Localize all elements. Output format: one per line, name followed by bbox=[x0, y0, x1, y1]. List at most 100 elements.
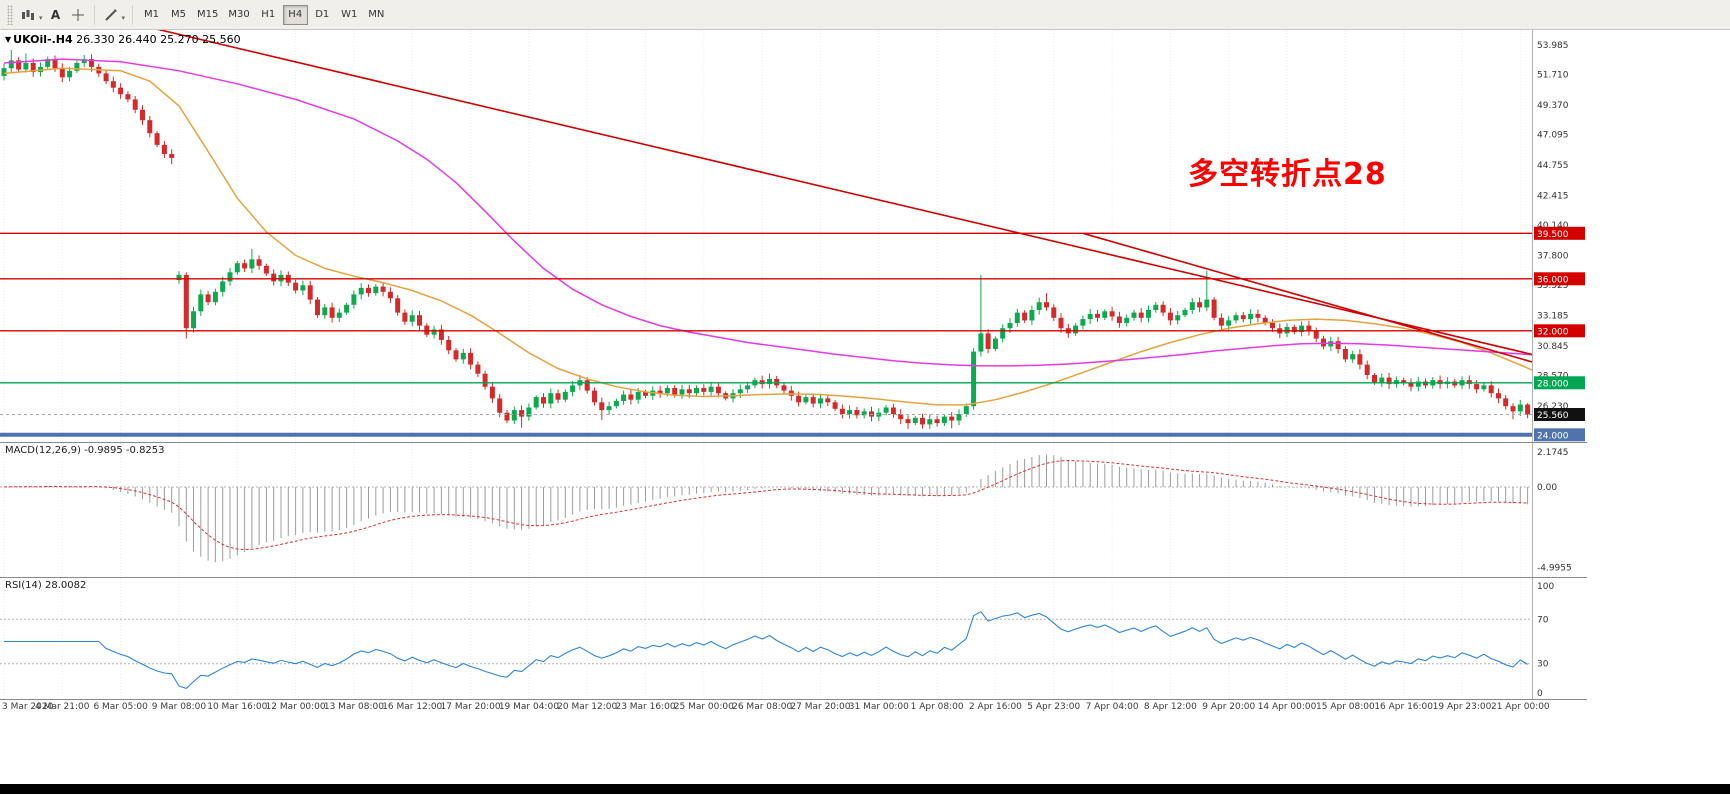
time-label: 10 Mar 16:00 bbox=[207, 702, 268, 712]
time-label: 17 Mar 20:00 bbox=[440, 702, 501, 712]
svg-text:37.800: 37.800 bbox=[1537, 251, 1569, 261]
svg-text:53.985: 53.985 bbox=[1537, 41, 1569, 51]
ma-fast-line bbox=[3, 67, 1532, 406]
svg-text:28.000: 28.000 bbox=[1537, 379, 1569, 389]
rsi-line bbox=[4, 610, 1528, 690]
time-label: 21 Apr 00:00 bbox=[1490, 702, 1550, 712]
chart-elements-button[interactable] bbox=[17, 4, 39, 26]
rsi-canvas: 100 70 30 0 bbox=[0, 578, 1554, 699]
rsi-label: RSI(14) 28.0082 bbox=[5, 580, 86, 591]
time-label: 26 Mar 08:00 bbox=[732, 702, 793, 712]
time-label: 16 Apr 16:00 bbox=[1374, 702, 1434, 712]
svg-text:39.500: 39.500 bbox=[1537, 230, 1569, 240]
macd-label: MACD(12,26,9) -0.9895 -0.8253 bbox=[5, 445, 165, 456]
crosshair-icon bbox=[71, 8, 84, 21]
timeframe-h4-button[interactable]: H4 bbox=[282, 4, 308, 25]
trendlines bbox=[157, 30, 1532, 363]
time-label: 2 Apr 16:00 bbox=[968, 702, 1022, 712]
time-axis[interactable]: 3 Mar 2020 4 Mar 21:00 6 Mar 05:00 9 Mar 08… bbox=[0, 700, 1587, 716]
price-tag: 28.000 bbox=[1534, 376, 1585, 390]
macd-pane[interactable]: 2.1745 0.00 -4.9955 MACD(12,26,9) -0.9895 … bbox=[0, 443, 1587, 578]
price-tag: 36.000 bbox=[1534, 272, 1585, 286]
time-label: 3 Mar 2020 bbox=[2, 702, 54, 712]
rsi-name: RSI(14) bbox=[5, 580, 42, 591]
time-label: 19 Apr 23:00 bbox=[1432, 702, 1492, 712]
time-label: 25 Mar 00:00 bbox=[673, 702, 734, 712]
svg-text:49.370: 49.370 bbox=[1537, 101, 1569, 111]
timeframe-w1-button[interactable]: W1 bbox=[341, 9, 358, 20]
price-chart-canvas: 53.985 51.710 49.370 47.095 44.755 42.415 40.1… bbox=[0, 30, 1585, 442]
rsi-value: 28.0082 bbox=[44, 580, 87, 591]
time-label: 5 Apr 23:00 bbox=[1027, 702, 1081, 712]
svg-text:25.560: 25.560 bbox=[1537, 411, 1569, 421]
time-label: 31 Mar 00:00 bbox=[848, 702, 909, 712]
timeframe-h1-button[interactable]: H1 bbox=[261, 9, 276, 20]
text-label-button[interactable]: A bbox=[50, 7, 61, 22]
time-label: 12 Mar 00:00 bbox=[265, 702, 326, 712]
svg-text:40.140: 40.140 bbox=[1537, 221, 1569, 231]
svg-text:47.095: 47.095 bbox=[1537, 131, 1569, 141]
chevron-down-icon: ▾ bbox=[39, 13, 43, 22]
horizontal-levels bbox=[0, 232, 1532, 437]
chart-symbol-title: ▼ UKOil-.H4 26.330 26.440 25.270 25.560 bbox=[5, 33, 241, 46]
svg-text:0: 0 bbox=[1537, 689, 1543, 699]
symbol-label: UKOil-.H4 bbox=[13, 33, 73, 46]
time-label: 1 Apr 08:00 bbox=[910, 702, 964, 712]
time-label: 14 Apr 00:00 bbox=[1257, 702, 1317, 712]
svg-text:51.710: 51.710 bbox=[1537, 71, 1569, 81]
draw-tools-button[interactable] bbox=[100, 4, 122, 26]
toolbar-grip[interactable] bbox=[7, 4, 13, 25]
timeframe-mn-button[interactable]: MN bbox=[368, 9, 385, 20]
svg-text:32.000: 32.000 bbox=[1537, 327, 1569, 337]
candlestick-chart-icon bbox=[22, 9, 34, 20]
svg-text:0.00: 0.00 bbox=[1537, 483, 1557, 493]
time-label: 20 Mar 12:00 bbox=[557, 702, 618, 712]
chart-menu-icon[interactable]: ▼ bbox=[5, 35, 12, 44]
crosshair-button[interactable] bbox=[67, 4, 89, 26]
time-label: 9 Mar 08:00 bbox=[151, 702, 207, 712]
svg-text:100: 100 bbox=[1537, 582, 1554, 592]
svg-text:44.755: 44.755 bbox=[1537, 161, 1569, 171]
rsi-scale: 100 70 30 0 bbox=[1537, 582, 1554, 699]
toolbar-separator bbox=[132, 4, 134, 25]
timeframe-m15-button[interactable]: M15 bbox=[197, 9, 219, 20]
svg-text:30: 30 bbox=[1537, 660, 1549, 670]
macd-signal-line bbox=[3, 460, 1528, 551]
time-label: 13 Mar 08:00 bbox=[323, 702, 384, 712]
rsi-pane[interactable]: 100 70 30 0 RSI(14) 28.0082 bbox=[0, 578, 1587, 700]
svg-text:70: 70 bbox=[1537, 615, 1549, 625]
annotation-text: 多空转折点28 bbox=[1188, 157, 1387, 192]
chart-window: 53.985 51.710 49.370 47.095 44.755 42.415 40.1… bbox=[0, 30, 1587, 716]
timeframe-m30-button[interactable]: M30 bbox=[228, 9, 250, 20]
candles bbox=[1, 50, 1531, 430]
price-tag: 39.500 bbox=[1534, 226, 1585, 240]
svg-text:2.1745: 2.1745 bbox=[1537, 448, 1569, 458]
price-pane[interactable]: 53.985 51.710 49.370 47.095 44.755 42.415 40.1… bbox=[0, 30, 1587, 443]
macd-canvas: 2.1745 0.00 -4.9955 bbox=[0, 443, 1572, 577]
time-label: 15 Apr 08:00 bbox=[1316, 702, 1375, 712]
price-scale: 53.985 51.710 49.370 47.095 44.755 42.415 40.1… bbox=[1537, 41, 1569, 412]
svg-text:24.000: 24.000 bbox=[1537, 431, 1569, 441]
timeframe-m5-button[interactable]: M5 bbox=[171, 9, 187, 20]
timeframe-m1-button[interactable]: M1 bbox=[144, 9, 160, 20]
svg-text:36.000: 36.000 bbox=[1537, 275, 1569, 285]
time-label: 27 Mar 20:00 bbox=[790, 702, 851, 712]
macd-histogram bbox=[10, 454, 1529, 563]
svg-text:26.230: 26.230 bbox=[1537, 402, 1569, 412]
chevron-down-icon: ▾ bbox=[121, 13, 126, 22]
toolbar-separator bbox=[93, 4, 95, 25]
price-tag: 25.560 bbox=[1534, 408, 1585, 421]
time-label: 9 Apr 20:00 bbox=[1202, 702, 1256, 712]
svg-text:35.525: 35.525 bbox=[1537, 281, 1569, 291]
svg-text:30.845: 30.845 bbox=[1537, 342, 1569, 352]
time-label: 4 Mar 21:00 bbox=[35, 702, 90, 712]
time-label: 8 Apr 12:00 bbox=[1143, 702, 1197, 712]
ma-slow-line bbox=[3, 58, 1532, 367]
ohlc-values: 26.330 26.440 25.270 25.560 bbox=[76, 33, 241, 46]
time-label: 19 Mar 04:00 bbox=[498, 702, 559, 712]
timeframe-d1-button[interactable]: D1 bbox=[315, 9, 330, 20]
price-tag: 32.000 bbox=[1534, 324, 1585, 338]
toolbar: ▾ A ▾ M1 M5 M15 M30 H1 H4 D1 W1 MN bbox=[0, 0, 1730, 30]
svg-text:33.185: 33.185 bbox=[1537, 311, 1569, 321]
